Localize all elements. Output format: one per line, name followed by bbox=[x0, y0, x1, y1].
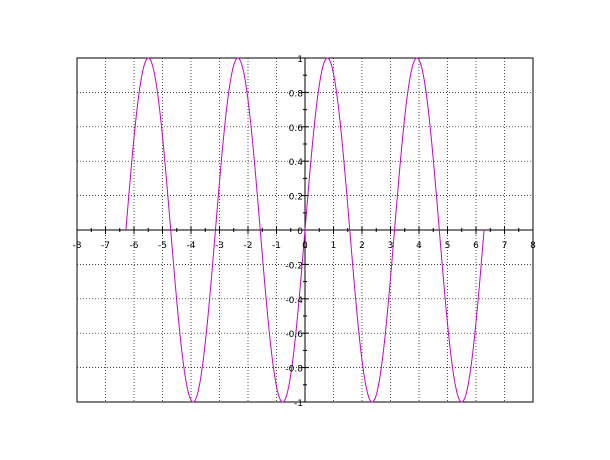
y-tick-label: 0 bbox=[297, 227, 303, 237]
x-tick-label: -4 bbox=[187, 241, 196, 251]
x-tick-label: 8 bbox=[530, 241, 536, 251]
y-tick-label: 0.4 bbox=[289, 158, 304, 168]
x-tick-label: 3 bbox=[388, 241, 394, 251]
x-tick-label: 4 bbox=[416, 241, 422, 251]
y-tick-label: 0.6 bbox=[289, 124, 304, 134]
x-tick-label: 0 bbox=[302, 241, 308, 251]
y-tick-label: -0.6 bbox=[285, 330, 303, 340]
y-tick-label: 1 bbox=[297, 55, 303, 65]
y-tick-labels: -1 -0.8 -0.6 -0.4 -0.2 0 0.2 0.4 0.6 0.8 1 bbox=[285, 55, 303, 409]
x-tick-label: 1 bbox=[331, 241, 337, 251]
y-tick-label: -1 bbox=[294, 399, 303, 409]
x-tick-label: -1 bbox=[272, 241, 281, 251]
x-tick-label: -6 bbox=[130, 241, 139, 251]
y-tick-label: -0.8 bbox=[285, 365, 303, 375]
x-tick-label: -2 bbox=[244, 241, 253, 251]
x-tick-label: 2 bbox=[359, 241, 365, 251]
series-layer bbox=[125, 57, 485, 403]
series-line bbox=[125, 57, 485, 403]
y-tick-label: 0.8 bbox=[289, 89, 304, 99]
y-tick-label: -0.2 bbox=[285, 261, 303, 271]
x-tick-label: 7 bbox=[502, 241, 508, 251]
x-tick-label: 6 bbox=[473, 241, 479, 251]
x-tick-label: -7 bbox=[101, 241, 110, 251]
x-tick-label: -3 bbox=[215, 241, 224, 251]
y-tick-label: -0.4 bbox=[285, 296, 303, 306]
x-tick-label: -5 bbox=[158, 241, 167, 251]
x-tick-label: 5 bbox=[445, 241, 451, 251]
x-tick-labels: -8 -7 -6 -5 -4 -3 -2 -1 0 1 2 3 4 5 6 7 8 bbox=[73, 241, 537, 251]
y-tick-label: 0.2 bbox=[289, 193, 303, 203]
x-tick-label: -8 bbox=[73, 241, 82, 251]
